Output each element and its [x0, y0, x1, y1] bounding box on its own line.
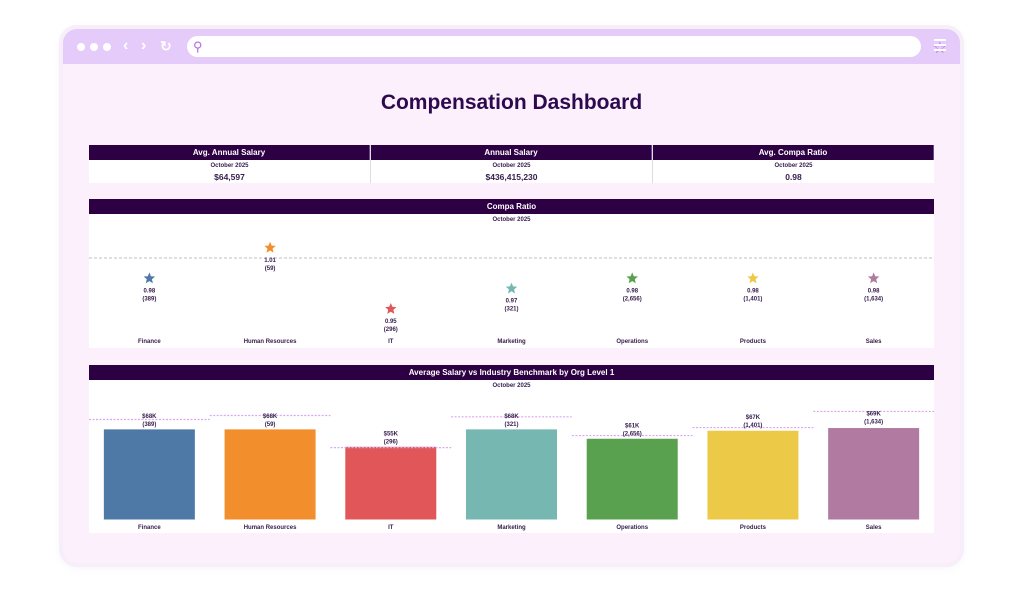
count-label: (1,401) — [743, 296, 762, 302]
kpi-value: $64,597 — [214, 172, 245, 182]
category-label: Operations — [616, 525, 648, 531]
star-marker — [143, 272, 156, 284]
count-label: (1,401) — [743, 423, 762, 429]
category-label: Products — [740, 525, 767, 531]
count-label: (2,656) — [623, 296, 642, 302]
category-label: Human Resources — [244, 339, 297, 345]
window-dot-icon[interactable] — [77, 43, 85, 51]
salary-bar — [827, 427, 921, 521]
value-label: 0.98 — [747, 288, 759, 294]
window-dot-icon[interactable] — [90, 43, 98, 51]
count-label: (1,634) — [864, 296, 883, 302]
browser-window: ‹ › ↻ ⚲ ☆ Compensation Dashboard Avg. An… — [63, 29, 960, 563]
star-marker — [747, 272, 759, 284]
kpi-avg-compa-ratio: Avg. Compa Ratio October 2025 0.98 — [653, 145, 934, 183]
star-marker — [505, 282, 518, 294]
value-label: 1.01 — [264, 258, 276, 264]
count-label: (59) — [265, 422, 276, 428]
refresh-icon[interactable]: ↻ — [160, 38, 172, 54]
count-label: (321) — [504, 422, 518, 428]
value-label: 0.98 — [144, 288, 156, 294]
category-label: Marketing — [497, 339, 526, 345]
count-label: (1,634) — [864, 419, 883, 425]
kpi-label: Annual Salary — [371, 145, 652, 160]
value-label: $68K — [263, 414, 278, 420]
value-label: $67K — [746, 415, 761, 421]
kpi-period: October 2025 — [774, 163, 813, 169]
kpi-annual-salary: Annual Salary October 2025 $436,415,230 — [371, 145, 653, 183]
category-label: Marketing — [497, 525, 526, 531]
category-label: Operations — [616, 339, 648, 345]
compa-ratio-chart: 0.98 (389) Finance 1.01 (59) Human Resources 0… — [89, 241, 934, 345]
value-label: $69K — [866, 411, 881, 417]
panel-title: Average Salary vs Industry Benchmark by … — [89, 365, 934, 380]
count-label: (389) — [142, 422, 156, 428]
salary-bar — [344, 445, 438, 521]
count-label: (2,656) — [623, 431, 642, 437]
count-label: (296) — [384, 327, 398, 333]
value-label: 0.95 — [385, 319, 397, 325]
category-label: Human Resources — [244, 525, 297, 531]
kpi-row: Avg. Annual Salary October 2025 $64,597 … — [89, 145, 934, 183]
panel-period: October 2025 — [492, 383, 531, 389]
value-label: 0.98 — [868, 288, 880, 294]
search-icon: ⚲ — [193, 39, 203, 54]
salary-bar — [102, 428, 196, 521]
count-label: (296) — [384, 439, 398, 445]
count-label: (389) — [142, 296, 156, 302]
category-label: Sales — [866, 339, 882, 345]
value-label: $68K — [142, 414, 157, 420]
kpi-label: Avg. Compa Ratio — [653, 145, 934, 160]
count-label: (59) — [265, 266, 276, 272]
category-label: Finance — [138, 525, 161, 531]
star-marker — [264, 241, 276, 253]
value-label: 0.98 — [626, 288, 638, 294]
kpi-period: October 2025 — [492, 163, 531, 169]
value-label: 0.97 — [506, 299, 518, 305]
value-label: $61K — [625, 423, 640, 429]
browser-toolbar: ‹ › ↻ ⚲ ☆ — [63, 29, 960, 64]
salary-bar — [465, 428, 558, 521]
kpi-label: Avg. Annual Salary — [89, 145, 370, 160]
category-label: Sales — [866, 525, 882, 531]
panel-title: Compa Ratio — [89, 199, 934, 214]
value-label: $55K — [384, 431, 399, 437]
kpi-value: $436,415,230 — [485, 172, 538, 182]
salary-bar-chart: $68K (389) Finance $68K (59) Human Resources $… — [89, 410, 934, 531]
panel-period: October 2025 — [492, 217, 531, 223]
page-title: Compensation Dashboard — [380, 91, 643, 114]
address-bar[interactable]: ⚲ ☆ — [187, 36, 947, 57]
window-dot-icon[interactable] — [103, 43, 111, 51]
count-label: (321) — [504, 307, 518, 313]
star-marker — [385, 303, 397, 314]
category-label: IT — [388, 339, 394, 345]
salary-bar — [223, 428, 317, 521]
kpi-period: October 2025 — [210, 163, 249, 169]
star-marker — [867, 272, 880, 284]
category-label: Products — [740, 339, 767, 345]
salary-bar — [585, 437, 679, 521]
forward-chevron-icon[interactable]: › — [141, 37, 147, 54]
salary-benchmark-panel: Average Salary vs Industry Benchmark by … — [89, 365, 934, 533]
kpi-value: 0.98 — [785, 172, 802, 182]
category-label: Finance — [138, 339, 161, 345]
salary-bar — [706, 429, 800, 521]
category-label: IT — [388, 525, 394, 531]
value-label: $68K — [504, 414, 519, 420]
back-chevron-icon[interactable]: ‹ — [123, 37, 129, 54]
kpi-avg-annual-salary: Avg. Annual Salary October 2025 $64,597 — [89, 145, 371, 183]
compa-ratio-panel: Compa Ratio October 2025 0.98 (389) Financ… — [89, 199, 934, 348]
menu-icon[interactable] — [934, 39, 946, 54]
star-marker — [626, 272, 638, 284]
